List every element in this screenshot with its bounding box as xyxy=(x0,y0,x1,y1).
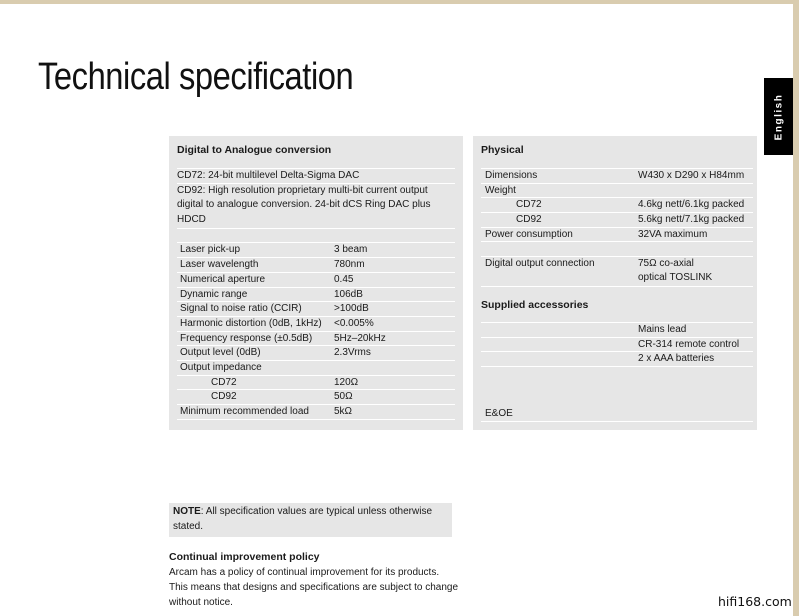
dac-cd92: CD92: High resolution proprietary multi-… xyxy=(177,184,455,229)
dac-spec-row: Dynamic range 106dB xyxy=(177,288,455,303)
dac-panel: Digital to Analogue conversion CD72: 24-… xyxy=(169,136,463,430)
page: Technical specification English Digital … xyxy=(0,4,793,616)
physical-spec-value: W430 x D290 x H84mm xyxy=(638,170,745,181)
digital-output-label: Digital output connection xyxy=(485,258,595,270)
physical-spec-label: Weight xyxy=(485,184,516,196)
language-tab[interactable]: English xyxy=(764,78,793,155)
watermark: hifi168.com xyxy=(718,594,792,609)
dac-spec-value: 5kΩ xyxy=(334,406,353,418)
physical-spec-row: CD72 4.6kg nett/6.1kg packed xyxy=(481,198,753,214)
eoe-text: E&OE xyxy=(485,408,513,419)
dac-spec-label: Signal to noise ratio (CCIR) xyxy=(180,303,302,315)
accessory-row: Mains lead xyxy=(481,323,753,338)
note-label: NOTE xyxy=(173,506,201,517)
dac-spec-label: Minimum recommended load xyxy=(180,406,309,418)
accessory-row: CR-314 remote control xyxy=(481,338,753,353)
physical-spec-row: CD92 5.6kg nett/7.1kg packed xyxy=(481,213,753,228)
dac-spec-label: CD72 xyxy=(211,376,237,388)
dac-spec-row: Laser pick-up 3 beam xyxy=(177,243,455,259)
dac-spec-row: Output level (0dB) 2.3Vrms xyxy=(177,346,455,361)
physical-spec-label: Power consumption xyxy=(485,228,573,240)
accessory-item: CR-314 remote control xyxy=(638,338,740,350)
dac-spec-row: Laser wavelength 780nm xyxy=(177,258,455,273)
dac-spec-value: >100dB xyxy=(334,303,369,315)
physical-spec-value: 5.6kg nett/7.1kg packed xyxy=(638,214,745,226)
dac-spec-value: 5Hz–20kHz xyxy=(334,332,386,344)
dac-spec-row: Signal to noise ratio (CCIR) >100dB xyxy=(177,302,455,317)
accessories-heading: Supplied accessories xyxy=(481,299,589,311)
policy-section: Continual improvement policy Arcam has a… xyxy=(169,550,459,610)
dac-spec-label: Dynamic range xyxy=(180,288,248,300)
dac-spec-value: 120Ω xyxy=(334,376,359,388)
dac-cd72: CD72: 24-bit multilevel Delta-Sigma DAC xyxy=(177,168,455,184)
digital-output-value-2: optical TOSLINK xyxy=(638,272,713,284)
dac-spec-row: Minimum recommended load 5kΩ xyxy=(177,405,455,420)
dac-spec-row: Frequency response (±0.5dB) 5Hz–20kHz xyxy=(177,332,455,347)
accessory-item: Mains lead xyxy=(638,324,687,335)
physical-spec-row: Weight xyxy=(481,184,753,199)
dac-cd72-text: CD72: 24-bit multilevel Delta-Sigma DAC xyxy=(177,170,360,181)
dac-spec-value: <0.005% xyxy=(334,317,374,329)
note-box: NOTE: All specification values are typic… xyxy=(169,503,452,537)
accessory-row: 2 x AAA batteries xyxy=(481,352,753,368)
dac-spec-value: 3 beam xyxy=(334,244,368,256)
dac-spec-row: Numerical aperture 0.45 xyxy=(177,273,455,288)
physical-heading: Physical xyxy=(481,144,524,156)
language-tab-label: English xyxy=(773,93,784,140)
dac-spec-label: Output level (0dB) xyxy=(180,347,261,359)
dac-spec-label: Frequency response (±0.5dB) xyxy=(180,332,313,344)
dac-spec-value: 50Ω xyxy=(334,391,353,403)
physical-spec-label: CD72 xyxy=(516,199,542,211)
physical-spec-row: Dimensions W430 x D290 x H84mm xyxy=(481,169,753,184)
note-text: : All specification values are typical u… xyxy=(173,506,433,532)
physical-spec-row: Power consumption 32VA maximum xyxy=(481,228,753,243)
dac-spec-label: Laser wavelength xyxy=(180,259,259,271)
dac-heading: Digital to Analogue conversion xyxy=(177,144,332,156)
physical-spec-label: Dimensions xyxy=(485,170,538,181)
policy-text: Arcam has a policy of continual improvem… xyxy=(169,567,459,608)
dac-spec-row: CD92 50Ω xyxy=(177,390,455,406)
physical-panel: Physical Dimensions W430 x D290 x H84mm We… xyxy=(473,136,757,430)
dac-spec-value: 780nm xyxy=(334,259,365,271)
dac-spec-row: Output impedance xyxy=(177,361,455,376)
digital-output-value-1: 75Ω co-axial xyxy=(638,258,694,270)
policy-heading: Continual improvement policy xyxy=(169,551,320,563)
page-title: Technical specification xyxy=(38,56,354,98)
physical-spec-label: CD92 xyxy=(516,214,542,226)
dac-spec-label: Laser pick-up xyxy=(180,244,241,256)
eoe-row: E&OE xyxy=(481,407,753,422)
digital-output-row: Digital output connection 75Ω co-axial o… xyxy=(481,256,753,287)
dac-spec-label: Harmonic distortion (0dB, 1kHz) xyxy=(180,317,322,329)
dac-spec-label: Output impedance xyxy=(180,361,262,373)
dac-spec-value: 0.45 xyxy=(334,273,354,285)
dac-spec-row: Harmonic distortion (0dB, 1kHz) <0.005% xyxy=(177,317,455,332)
dac-spec-label: Numerical aperture xyxy=(180,273,266,285)
accessory-item: 2 x AAA batteries xyxy=(638,353,715,365)
physical-spec-value: 4.6kg nett/6.1kg packed xyxy=(638,199,745,211)
dac-spec-value: 2.3Vrms xyxy=(334,347,371,359)
dac-spec-label: CD92 xyxy=(211,391,237,403)
dac-spec-value: 106dB xyxy=(334,288,363,300)
physical-spec-value: 32VA maximum xyxy=(638,228,708,240)
dac-spec-row: CD72 120Ω xyxy=(177,376,455,391)
